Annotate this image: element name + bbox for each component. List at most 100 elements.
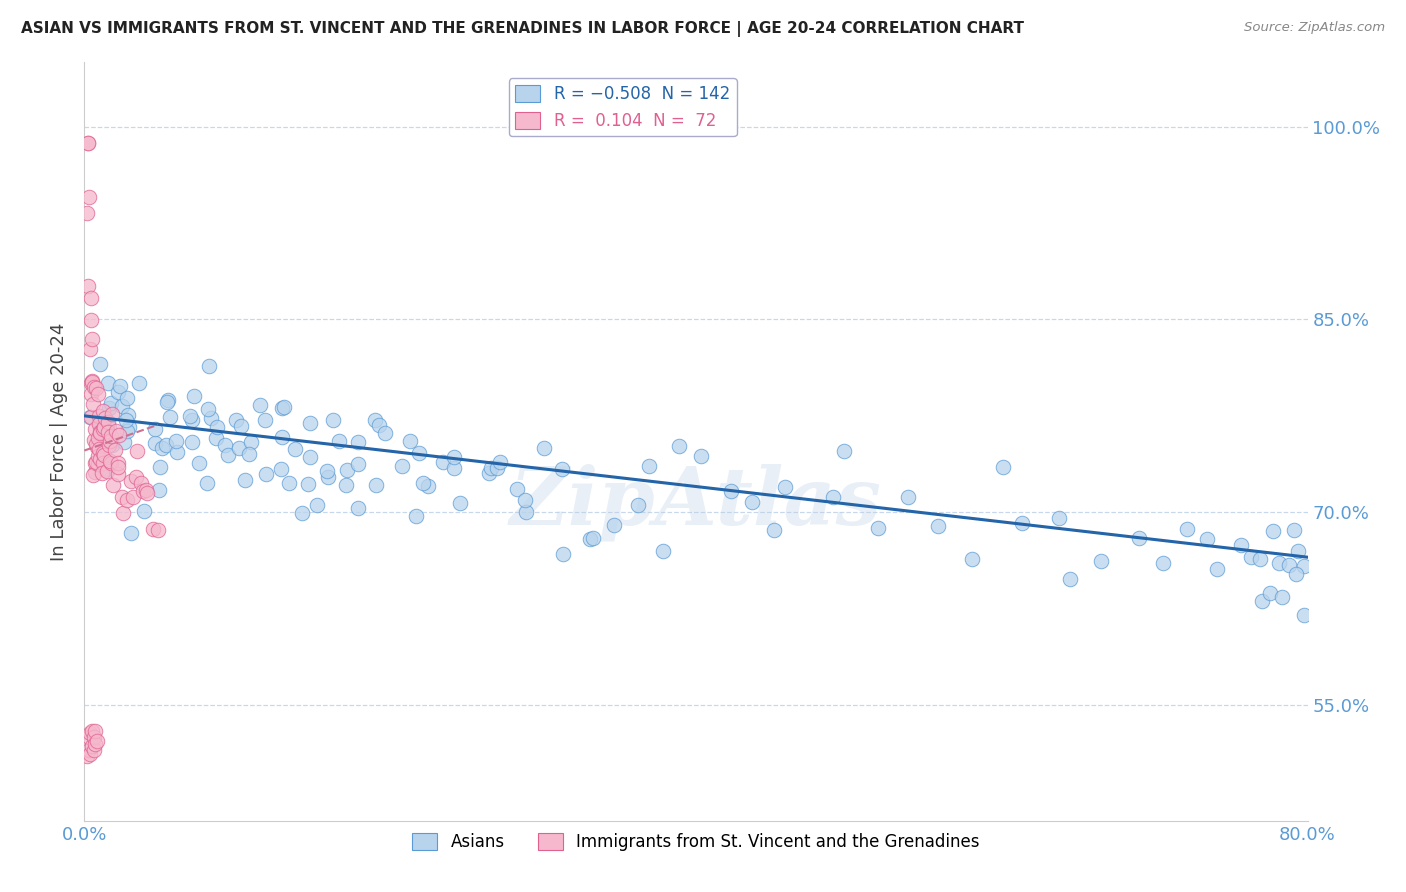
Point: [76, 749, 98, 764]
Point: [97, 420, 120, 434]
Point: [114, 413, 136, 427]
Point: [273, 400, 295, 414]
Point: [90, 420, 112, 434]
Point: [120, 526, 142, 541]
Point: [238, 447, 260, 461]
Point: [136, 486, 159, 500]
Point: [80, 375, 103, 389]
Point: [89, 425, 111, 439]
Point: [143, 422, 166, 436]
Point: [195, 476, 218, 491]
Point: [581, 531, 603, 545]
Point: [271, 401, 294, 415]
Point: [77, 278, 100, 293]
Point: [135, 483, 157, 497]
Point: [690, 449, 713, 463]
Point: [363, 413, 385, 427]
Point: [197, 359, 219, 374]
Point: [145, 436, 167, 450]
Point: [347, 435, 370, 450]
Point: [205, 420, 228, 434]
Point: [228, 441, 250, 455]
Point: [107, 460, 129, 475]
Point: [506, 483, 529, 497]
Point: [107, 467, 129, 482]
Point: [391, 459, 413, 474]
Point: [1011, 516, 1033, 530]
Point: [89, 417, 111, 431]
Point: [91, 422, 114, 436]
Point: [1090, 554, 1112, 568]
Point: [80, 313, 103, 327]
Point: [104, 424, 127, 438]
Point: [271, 430, 294, 444]
Point: [412, 475, 434, 490]
Point: [166, 444, 188, 458]
Point: [156, 392, 179, 407]
Point: [84, 381, 107, 395]
Point: [127, 444, 149, 458]
Point: [79, 342, 101, 356]
Point: [132, 483, 155, 498]
Point: [374, 426, 396, 441]
Point: [347, 457, 370, 471]
Point: [118, 420, 141, 434]
Point: [112, 435, 135, 450]
Point: [763, 523, 786, 537]
Point: [90, 467, 112, 481]
Point: [84, 422, 107, 436]
Point: [97, 415, 120, 429]
Point: [125, 470, 148, 484]
Point: [104, 443, 127, 458]
Point: [408, 446, 430, 460]
Point: [97, 425, 120, 439]
Point: [86, 436, 108, 450]
Point: [80, 387, 103, 401]
Point: [297, 477, 319, 491]
Point: [741, 495, 763, 509]
Point: [443, 461, 465, 475]
Point: [183, 389, 205, 403]
Point: [83, 730, 105, 744]
Point: [315, 464, 337, 478]
Point: [91, 456, 114, 470]
Point: [316, 470, 339, 484]
Point: [284, 442, 307, 457]
Point: [89, 415, 111, 429]
Point: [489, 455, 512, 469]
Point: [225, 413, 247, 427]
Point: [627, 498, 650, 512]
Point: [366, 478, 388, 492]
Point: [1249, 551, 1271, 566]
Point: [89, 409, 111, 423]
Point: [443, 450, 465, 465]
Point: [188, 456, 211, 470]
Point: [156, 395, 179, 409]
Point: [205, 431, 228, 445]
Point: [478, 466, 501, 480]
Point: [91, 445, 114, 459]
Point: [960, 551, 983, 566]
Point: [82, 374, 104, 388]
Point: [578, 533, 600, 547]
Point: [1152, 556, 1174, 570]
Point: [80, 410, 103, 425]
Point: [200, 411, 222, 425]
Point: [80, 291, 103, 305]
Point: [79, 726, 101, 740]
Point: [1261, 524, 1284, 538]
Point: [638, 458, 661, 473]
Point: [307, 499, 329, 513]
Point: [117, 408, 139, 422]
Point: [110, 378, 132, 392]
Point: [240, 434, 263, 449]
Point: [77, 743, 100, 757]
Point: [86, 440, 108, 454]
Point: [322, 413, 344, 427]
Point: [449, 496, 471, 510]
Point: [179, 409, 201, 423]
Text: ASIAN VS IMMIGRANTS FROM ST. VINCENT AND THE GRENADINES IN LABOR FORCE | AGE 20-: ASIAN VS IMMIGRANTS FROM ST. VINCENT AND…: [21, 21, 1024, 37]
Point: [515, 505, 537, 519]
Point: [98, 454, 121, 468]
Point: [432, 455, 454, 469]
